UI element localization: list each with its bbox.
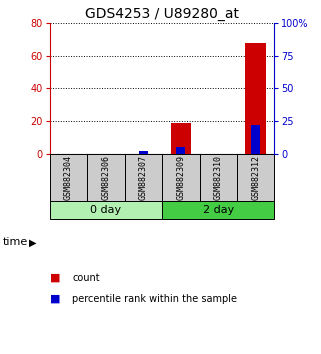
Bar [139,152,148,154]
Bar [237,154,274,201]
Bar [246,42,266,154]
Bar [200,154,237,201]
Text: GSM882306: GSM882306 [101,155,110,200]
Bar [170,123,191,154]
Text: 0 day: 0 day [91,205,121,215]
Text: GSM882304: GSM882304 [64,155,73,200]
Text: GSM882312: GSM882312 [251,155,260,200]
Bar [162,154,200,201]
Text: 2 day: 2 day [203,205,234,215]
Text: time: time [3,238,29,247]
Bar [87,154,125,201]
Text: GSM882309: GSM882309 [176,155,185,200]
Text: GSM882307: GSM882307 [139,155,148,200]
Bar [125,154,162,201]
Text: count: count [72,273,100,283]
Bar [176,147,186,154]
Text: percentile rank within the sample: percentile rank within the sample [72,294,237,304]
Text: ■: ■ [50,273,60,283]
Text: ■: ■ [50,294,60,304]
Bar [50,154,87,201]
Text: ▶: ▶ [29,238,36,247]
Title: GDS4253 / U89280_at: GDS4253 / U89280_at [85,7,239,21]
Bar [251,125,260,154]
Bar [50,201,162,219]
Text: GSM882310: GSM882310 [214,155,223,200]
Bar [162,201,274,219]
